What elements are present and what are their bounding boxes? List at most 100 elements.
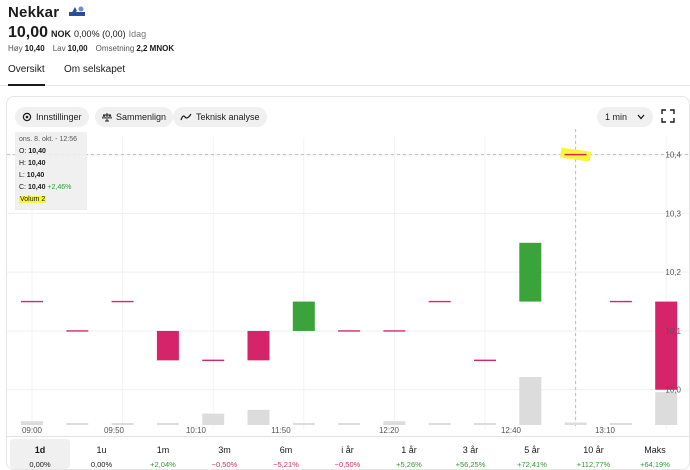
period-change: +112,77%	[576, 460, 611, 469]
stat-high-value: 10,40	[24, 44, 45, 53]
period-label: 3 år	[462, 445, 479, 455]
volume-bar	[655, 392, 678, 425]
y-tick-label: 10,4	[665, 151, 681, 160]
x-tick-label: 11:50	[271, 426, 291, 435]
period-change: +5,26%	[396, 460, 422, 469]
period-label: 1m	[156, 445, 170, 455]
stat-low-value: 10,00	[67, 44, 88, 53]
ohlc-close-label: C:	[19, 184, 26, 191]
interval-value: 1 min	[605, 112, 628, 122]
ohlc-volume: Volum 2	[19, 196, 47, 203]
y-tick-label: 10,3	[665, 209, 681, 218]
period-label: 1d	[34, 445, 46, 455]
x-tick-label: 13:10	[595, 426, 616, 435]
period-button[interactable]: 3 år +56,25%	[441, 439, 501, 469]
compare-label: Sammenlign	[116, 112, 167, 122]
period-button[interactable]: 1u 0,00%	[72, 439, 132, 469]
period-label: 3m	[218, 445, 231, 455]
period-change: −0,50%	[334, 460, 361, 469]
ohlc-close: C: 10,40 +2,46%	[19, 182, 83, 194]
volume-bar	[111, 423, 134, 425]
period-button[interactable]: 6m −5,21%	[256, 439, 316, 469]
ohlc-high-label: H:	[19, 160, 26, 167]
volume-bar	[383, 421, 406, 425]
settings-label: Innstillinger	[36, 112, 82, 122]
currency: NOK	[51, 29, 72, 39]
period-change: −5,21%	[273, 460, 299, 469]
compare-button[interactable]: Sammenlign	[95, 107, 174, 127]
expand-icon	[661, 109, 675, 123]
settings-button[interactable]: Innstillinger	[15, 107, 89, 127]
period-label: i år	[341, 445, 354, 455]
ohlc-low-value: 10,40	[26, 172, 45, 179]
period-button[interactable]: 5 år +72,41%	[502, 439, 562, 469]
stat-high-label: Høy	[8, 44, 23, 53]
last-price: 10,00	[8, 24, 49, 41]
period-change: +56,25%	[455, 460, 486, 469]
volume-bar	[428, 423, 451, 425]
period-button[interactable]: 10 år +112,77%	[564, 439, 624, 469]
gear-icon	[22, 112, 32, 122]
period-button[interactable]: 1m +2,04%	[133, 439, 193, 469]
scale-icon	[102, 113, 112, 122]
trend-line-icon	[180, 113, 192, 121]
candle	[247, 330, 270, 361]
price-period: Idag	[128, 29, 147, 39]
stat-low-label: Lav	[52, 44, 66, 53]
x-tick-label: 09:00	[22, 426, 43, 435]
volume-bar	[202, 413, 225, 425]
company-logo	[67, 4, 87, 20]
ohlc-open-value: 10,40	[28, 148, 46, 155]
x-tick-label: 10:10	[186, 426, 207, 435]
candle	[156, 330, 179, 361]
candle	[655, 301, 678, 390]
period-label: 1u	[96, 445, 107, 455]
ohlc-tooltip: ons. 8. okt. - 12:56 O: 10,40 H: 10,40 L…	[15, 132, 87, 210]
tab-overview[interactable]: Oversikt	[8, 64, 45, 86]
technical-analysis-button[interactable]: Teknisk analyse	[173, 107, 267, 127]
period-label: Maks	[644, 445, 666, 455]
y-tick-label: 10,0	[665, 386, 681, 395]
stat-high: Høy 10,40	[8, 44, 45, 53]
period-change: 0,00%	[29, 460, 51, 469]
chart-panel: 10,4 10,3 10,2 10,1 10,0 09:00 09:50 10:10 11:50…	[6, 96, 690, 470]
instrument-header: Nekkar 10,00 NOK 0,00% (0,00) Idag Høy 10…	[8, 4, 682, 54]
x-tick-label: 12:40	[501, 426, 522, 435]
volume-bar	[156, 423, 179, 425]
y-tick-label: 10,1	[665, 327, 681, 336]
period-button[interactable]: i år −0,50%	[318, 439, 378, 469]
price-change: 0,00% (0,00)	[74, 29, 126, 39]
ohlc-high-value: 10,40	[27, 160, 46, 167]
technical-analysis-label: Teknisk analyse	[196, 112, 260, 122]
period-change: +2,04%	[150, 460, 176, 469]
period-button[interactable]: 3m −0,50%	[195, 439, 255, 469]
x-tick-label: 09:50	[104, 426, 125, 435]
ohlc-low-label: L:	[19, 172, 25, 179]
price-chart[interactable]: 10,4 10,3 10,2 10,1 10,0 09:00 09:50 10:10 11:50…	[7, 97, 690, 470]
ohlc-high: H: 10,40	[19, 158, 83, 170]
period-button[interactable]: 1 år +5,26%	[379, 439, 439, 469]
tab-about-company[interactable]: Om selskapet	[64, 64, 126, 75]
chevron-down-icon	[637, 114, 645, 120]
tab-bar: Oversikt Om selskapet	[0, 56, 690, 86]
period-change: +72,41%	[517, 460, 547, 469]
volume-bar	[338, 423, 361, 425]
ohlc-open-label: O:	[19, 148, 27, 155]
interval-select[interactable]: 1 min	[597, 107, 653, 127]
y-tick-label: 10,2	[665, 268, 681, 277]
period-button[interactable]: Maks +64,19%	[625, 439, 685, 469]
ohlc-low: L: 10,40	[19, 170, 83, 182]
period-button[interactable]: 1d 0,00%	[10, 439, 70, 469]
volume-bar	[474, 423, 496, 425]
ohlc-close-change: +2,46%	[47, 184, 72, 191]
volume-bar	[66, 423, 89, 425]
x-tick-label: 12:20	[379, 426, 400, 435]
stat-turnover: Omsetning 2,2 MNOK	[96, 44, 174, 53]
fullscreen-button[interactable]	[661, 109, 675, 123]
stat-low: Lav 10,00	[53, 44, 88, 53]
period-label: 10 år	[583, 445, 604, 455]
stat-turnover-value: 2,2 MNOK	[136, 44, 175, 53]
period-label: 5 år	[524, 445, 540, 455]
volume-bar	[609, 423, 632, 425]
volume-bar	[21, 421, 43, 425]
